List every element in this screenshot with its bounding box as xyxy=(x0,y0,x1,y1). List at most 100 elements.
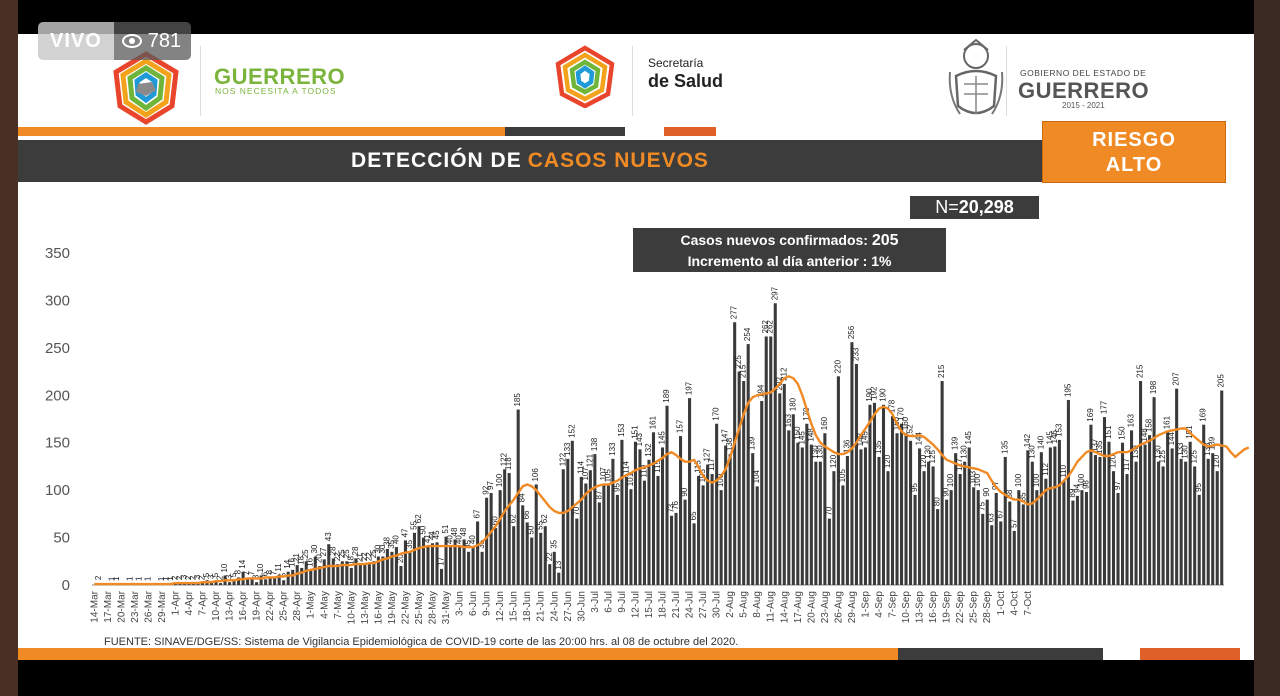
bar xyxy=(773,303,777,585)
bar xyxy=(656,475,660,585)
bar-data-label: 190 xyxy=(865,388,874,402)
gobierno-logo-line1: GOBIERNO DEL ESTADO DE xyxy=(1020,68,1147,78)
bar-data-label: 135 xyxy=(1095,440,1104,454)
bar xyxy=(751,453,755,585)
bar-data-label: 195 xyxy=(1063,383,1072,397)
bar-data-label: 5 xyxy=(229,572,238,577)
title-part2: CASOS NUEVOS xyxy=(527,149,709,172)
bar xyxy=(1048,447,1052,585)
bar xyxy=(385,548,389,585)
bar-data-label: 136 xyxy=(842,439,851,453)
bar-data-label: 3 xyxy=(225,574,234,579)
bar xyxy=(543,526,547,585)
x-tick-label: 30-Jun xyxy=(576,591,587,622)
bar xyxy=(624,476,628,585)
x-tick-label: 13-May xyxy=(360,591,371,624)
bar xyxy=(394,547,398,585)
x-tick-label: 29-Mar xyxy=(157,590,168,622)
bar-data-label: 62 xyxy=(414,514,423,523)
bar-data-label: 1 xyxy=(134,576,143,581)
bar-data-label: 73 xyxy=(667,503,676,512)
bar-data-label: 100 xyxy=(1014,473,1023,487)
bar xyxy=(597,502,601,585)
bar-data-label: 153 xyxy=(617,423,626,437)
x-tick-label: 9-Jul xyxy=(617,591,628,613)
bar-data-label: 92 xyxy=(482,485,491,494)
bar xyxy=(219,583,223,585)
bar-data-label: 95 xyxy=(910,482,919,491)
x-tick-label: 14-Aug xyxy=(779,591,790,623)
bar-data-label: 145 xyxy=(797,431,806,445)
bar-data-label: 55 xyxy=(536,520,545,529)
bar xyxy=(976,490,980,585)
bar xyxy=(1166,432,1170,585)
view-count: 781 xyxy=(147,30,182,52)
x-tick-label: 15-Jul xyxy=(644,591,655,618)
x-tick-label: 7-May xyxy=(333,591,344,619)
x-tick-label: 20-Mar xyxy=(116,590,127,622)
bar xyxy=(390,551,394,585)
bar-data-label: 157 xyxy=(676,419,685,433)
bar xyxy=(918,448,922,585)
bar-data-label: 84 xyxy=(518,493,527,502)
bar-data-label: 40 xyxy=(391,535,400,544)
bar xyxy=(1107,441,1111,585)
bar-data-label: 100 xyxy=(716,473,725,487)
x-tick-label: 22-May xyxy=(400,591,411,624)
bar-data-label: 143 xyxy=(856,432,865,446)
bar-data-label: 2 xyxy=(197,575,206,580)
bar-data-label: 150 xyxy=(793,426,802,440)
bar xyxy=(1017,490,1021,585)
confirmed-label: Casos nuevos confirmados: xyxy=(680,232,868,248)
bar xyxy=(805,423,809,585)
bar-data-label: 30 xyxy=(373,544,382,553)
bar xyxy=(570,440,574,585)
x-tick-label: 10-Sep xyxy=(901,591,912,624)
bar xyxy=(467,551,471,585)
y-tick-label: 300 xyxy=(45,292,70,309)
bar xyxy=(408,551,412,585)
bar-data-label: 122 xyxy=(500,452,509,466)
bar-data-label: 88 xyxy=(1005,489,1014,498)
x-tick-label: 9-Jun xyxy=(482,591,493,616)
bar-data-label: 120 xyxy=(883,454,892,468)
bar-data-label: 107 xyxy=(581,467,590,481)
bar xyxy=(629,489,633,585)
bar xyxy=(412,532,416,585)
bar xyxy=(259,575,263,585)
x-tick-label: 25-Sep xyxy=(969,591,980,624)
bar xyxy=(697,475,701,585)
bar-data-label: 100 xyxy=(946,473,955,487)
x-tick-label: 27-Jul xyxy=(698,591,709,618)
x-tick-label: 2-Aug xyxy=(725,591,736,618)
bar-data-label: 130 xyxy=(811,445,820,459)
top-stripe-dark xyxy=(505,127,625,136)
bar xyxy=(264,579,268,585)
bar xyxy=(990,525,994,585)
bar xyxy=(1053,446,1057,585)
bar-data-label: 35 xyxy=(464,539,473,548)
bar-data-label: 114 xyxy=(576,461,585,474)
x-tick-label: 25-Apr xyxy=(279,590,290,621)
risk-badge: RIESGO ALTO xyxy=(1042,121,1226,183)
x-tick-label: 10-May xyxy=(346,591,357,624)
bar-data-label: 45 xyxy=(432,530,441,539)
bar xyxy=(1044,478,1048,585)
bar-data-label: 7 xyxy=(270,570,279,575)
bar-data-label: 55 xyxy=(409,520,418,529)
increase-label: Incremento al día anterior : xyxy=(687,253,868,269)
x-tick-label: 1-Apr xyxy=(170,590,181,615)
bar-data-label: 2 xyxy=(94,575,103,580)
bar-data-label: 90 xyxy=(942,487,951,496)
bar-data-label: 5 xyxy=(279,572,288,577)
x-tick-label: 7-Oct xyxy=(1023,591,1034,616)
bar xyxy=(1012,530,1016,585)
bar xyxy=(985,499,989,585)
bar-data-label: 3 xyxy=(193,574,202,579)
bar-data-label: 1 xyxy=(107,576,116,581)
bar xyxy=(791,414,795,585)
bar-data-label: 62 xyxy=(540,514,549,523)
bar xyxy=(728,454,732,585)
x-tick-label: 17-Mar xyxy=(103,590,114,622)
bar-data-label: 60 xyxy=(491,516,500,525)
